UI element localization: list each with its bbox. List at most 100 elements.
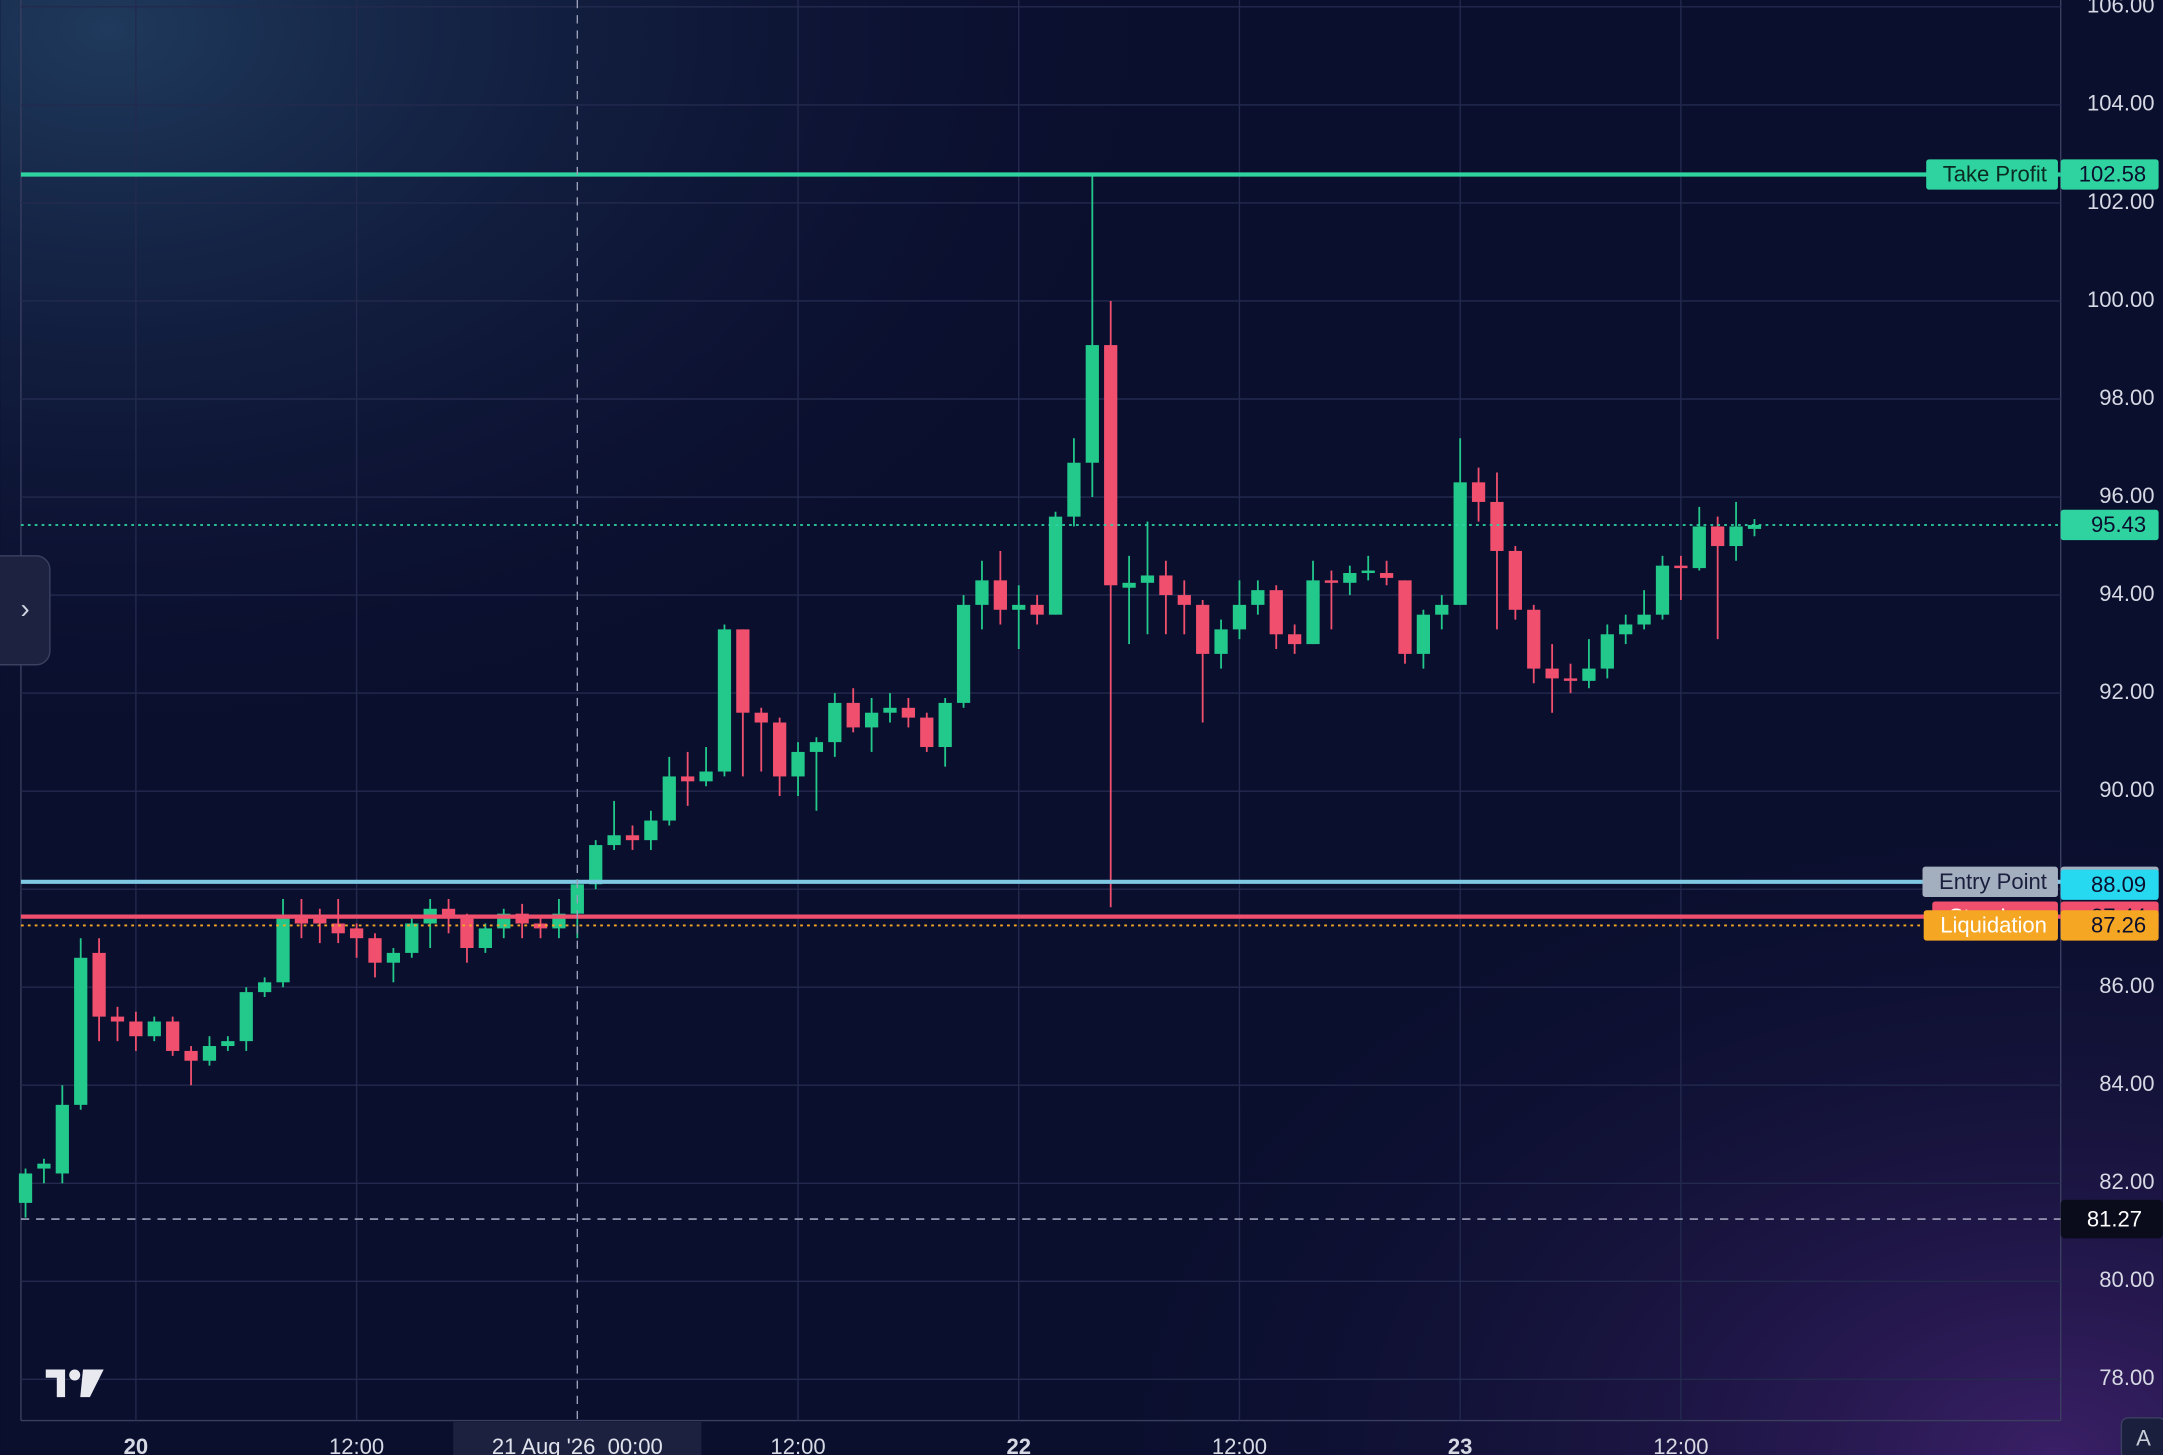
x-tick-label: 20 [124,1434,149,1455]
candle-body [37,1163,51,1169]
candle-body [1729,526,1743,547]
y-tick-label: 98.00 [2099,385,2154,410]
candle-body [1416,614,1431,654]
candle-body [975,580,989,605]
candle-body [460,918,474,948]
price-label-box [2060,159,2159,190]
price-line-name: Entry Point [1939,869,2047,894]
candle-body [1122,582,1136,588]
candle-body [1159,575,1173,596]
candle-body [478,928,492,948]
candle-body [129,1021,143,1037]
candle-body [1545,668,1559,679]
candle-body [1747,524,1762,529]
candle-body [441,908,456,919]
y-tick-label: 106.00 [2087,0,2154,18]
candle-body [681,776,695,782]
candle-body [368,938,382,963]
crosshair-x-label: 21 Aug '26 00:00 [492,1434,663,1455]
candle-body [331,923,345,934]
candle-body [846,702,860,728]
candle-body [276,918,290,983]
y-tick-label: 100.00 [2087,287,2154,312]
candle-body [313,918,327,924]
candle-body [1674,565,1688,569]
candle-body [1471,482,1486,502]
y-tick-label: 94.00 [2099,581,2154,606]
candle-body [239,992,253,1042]
candle-body [1251,590,1265,605]
candle-body [920,717,934,748]
x-tick-label: 12:00 [1653,1434,1708,1455]
auto-scale-label[interactable]: A [2136,1426,2151,1451]
candle-body [1600,634,1614,669]
candle-body [1490,501,1504,551]
candle-body [809,742,824,752]
candle-body [74,957,88,1105]
price-label: 95.43 [2091,512,2146,537]
candle-body [1619,624,1633,635]
sidebar-toggle-icon[interactable]: › [20,593,29,624]
candle-body [901,707,916,718]
candle-body [883,707,897,713]
price-label-box [2060,869,2159,900]
candle-body [1085,345,1099,463]
price-label-box [2060,509,2159,541]
candle-body [1435,604,1449,615]
y-tick-label: 82.00 [2099,1169,2154,1194]
y-tick-label: 80.00 [2099,1267,2154,1292]
candle-body [1012,604,1026,610]
candle-body [1324,580,1339,583]
candle-body [184,1050,198,1061]
candle-body [1177,595,1191,605]
candle-body [147,1021,161,1037]
candle-body [1637,614,1651,625]
y-tick-label: 84.00 [2099,1071,2154,1096]
price-label: 87.26 [2091,913,2146,938]
candle-body [405,923,419,953]
candle-body [166,1021,180,1051]
candle-body [1655,565,1670,615]
candle-body [754,712,768,723]
candle-body [1067,462,1081,517]
candle-body [1269,590,1283,635]
candle-body [1582,668,1596,681]
y-tick-label: 86.00 [2099,973,2154,998]
price-line-name-box [1923,910,2058,941]
candle-body [625,835,640,841]
candle-body [55,1104,69,1174]
crosshair-x-box [453,1421,702,1455]
x-tick-label: 12:00 [1212,1434,1267,1455]
candle-body [202,1046,217,1061]
candle-body [1232,604,1247,630]
candle-body [1692,526,1706,569]
candle-body [349,928,364,939]
crosshair-y-box [2060,1199,2163,1239]
candle-body [1048,516,1063,615]
candle-body [699,771,713,782]
candle-body [938,702,952,748]
y-tick-label: 102.00 [2087,189,2154,214]
auto-scale-button[interactable]: A [2120,1417,2163,1455]
candle-body [717,629,732,772]
x-tick-label: 12:00 [770,1434,825,1455]
candle-body [1711,526,1725,547]
candle-body [386,952,401,963]
candle-body [1563,678,1578,681]
candle-body [662,776,676,821]
candle-body [1104,345,1118,586]
candle-body [644,820,658,841]
y-tick-label: 90.00 [2099,777,2154,802]
candle-body [1453,482,1467,605]
candle-body [110,1016,125,1022]
price-label-box [2060,910,2159,941]
candle-body [18,1173,33,1203]
candle-body [589,845,603,885]
sidebar-toggle[interactable]: › [0,555,51,666]
candle-body [1379,573,1394,578]
candle-body [607,835,621,846]
candle-body [1343,573,1357,583]
